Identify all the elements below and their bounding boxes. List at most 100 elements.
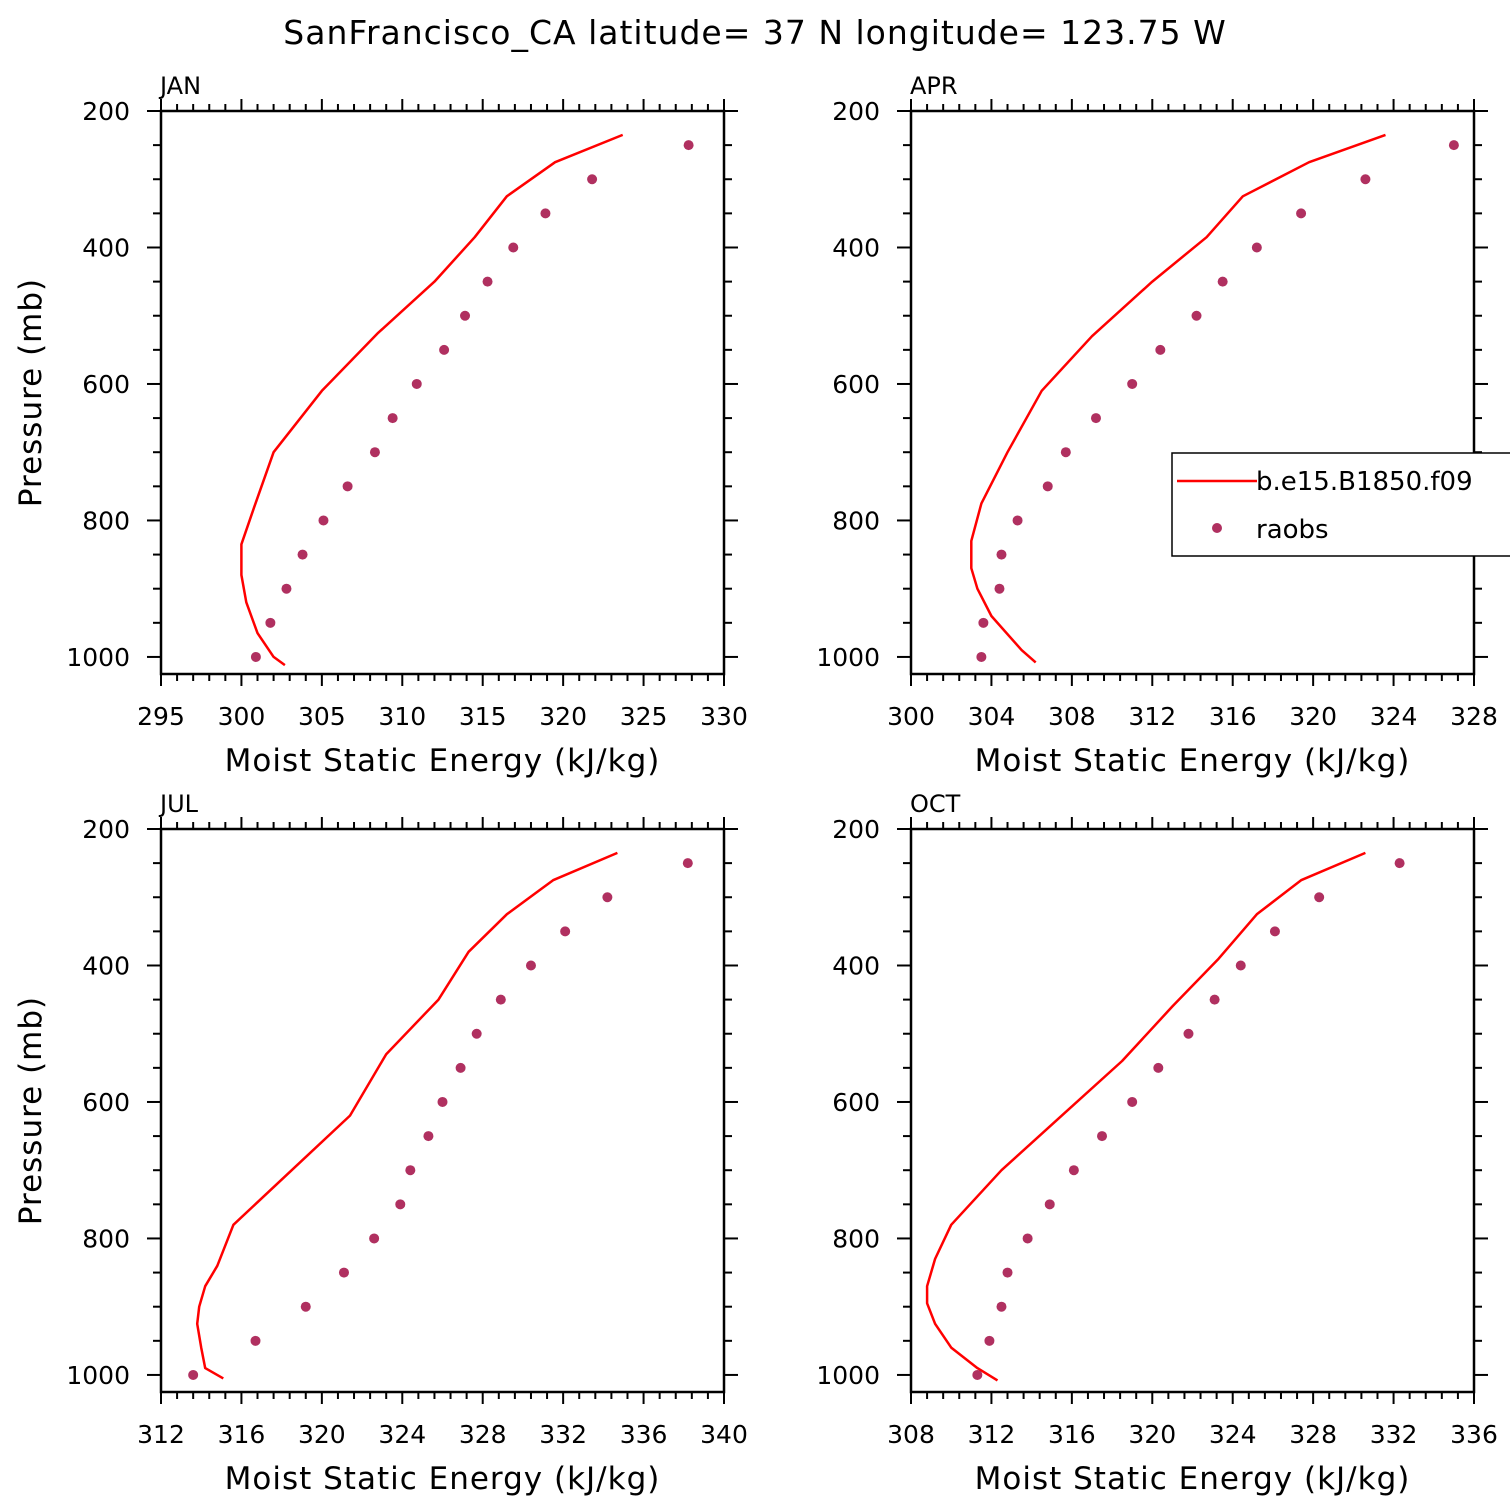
obs-point bbox=[265, 617, 276, 628]
obs-point bbox=[318, 515, 329, 526]
y-tick-label: 800 bbox=[832, 506, 880, 535]
x-tick-label: 320 bbox=[1289, 702, 1337, 731]
y-tick-label: 1000 bbox=[66, 643, 130, 672]
obs-point bbox=[495, 994, 506, 1005]
obs-point bbox=[1060, 447, 1071, 458]
obs-point bbox=[1217, 276, 1228, 287]
x-tick-label: 320 bbox=[298, 1420, 346, 1449]
obs-point bbox=[1012, 515, 1023, 526]
y-tick-label: 200 bbox=[82, 97, 130, 126]
obs-point bbox=[439, 344, 450, 355]
x-tick-label: 312 bbox=[1128, 702, 1176, 731]
x-tick-label: 325 bbox=[620, 702, 668, 731]
obs-point bbox=[525, 960, 536, 971]
x-tick-label: 308 bbox=[887, 1420, 935, 1449]
obs-point bbox=[460, 310, 471, 321]
x-tick-label: 316 bbox=[1048, 1420, 1096, 1449]
x-tick-label: 315 bbox=[459, 702, 507, 731]
obs-point bbox=[683, 140, 694, 151]
x-tick-label: 330 bbox=[700, 702, 748, 731]
x-tick-label: 340 bbox=[700, 1420, 748, 1449]
obs-point bbox=[1002, 1267, 1013, 1278]
obs-point bbox=[1153, 1062, 1164, 1073]
obs-point bbox=[423, 1131, 434, 1142]
panels: 295 300 305 310 315 320 325 330 200 400 600 800 1000… bbox=[13, 72, 1498, 1497]
y-tick-label: 600 bbox=[82, 370, 130, 399]
panel-jan: 295 300 305 310 315 320 325 330 200 400 600 800 1000… bbox=[13, 72, 748, 779]
obs-point bbox=[602, 892, 613, 903]
y-tick-label: 1000 bbox=[816, 643, 880, 672]
obs-point bbox=[1235, 960, 1246, 971]
obs-point bbox=[342, 481, 353, 492]
legend-obs-label: raobs bbox=[1256, 515, 1329, 545]
x-tick-label: 305 bbox=[298, 702, 346, 731]
figure-title: SanFrancisco_CA latitude= 37 N longitude… bbox=[283, 13, 1226, 52]
obs-point bbox=[482, 276, 493, 287]
model-line bbox=[925, 851, 1366, 1382]
obs-point bbox=[1090, 413, 1101, 424]
obs-point bbox=[471, 1028, 482, 1039]
model-line bbox=[970, 133, 1386, 664]
obs-point bbox=[387, 413, 398, 424]
obs-point bbox=[1068, 1165, 1079, 1176]
plot-frame bbox=[159, 109, 726, 676]
obs-point bbox=[250, 651, 261, 662]
obs-point bbox=[1155, 344, 1166, 355]
obs-point bbox=[188, 1369, 199, 1380]
obs-point bbox=[1097, 1131, 1108, 1142]
model-line bbox=[240, 133, 624, 667]
model-line bbox=[195, 851, 618, 1380]
obs-point bbox=[1183, 1028, 1194, 1039]
obs-point bbox=[682, 858, 693, 869]
y-tick-label: 800 bbox=[82, 1224, 130, 1253]
obs-point bbox=[976, 651, 987, 662]
y-tick-label: 1000 bbox=[816, 1361, 880, 1390]
x-tick-label: 336 bbox=[1450, 1420, 1498, 1449]
obs-point bbox=[300, 1301, 311, 1312]
panel-label: JAN bbox=[158, 72, 201, 100]
x-axis-title: Moist Static Energy (kJ/kg) bbox=[975, 743, 1411, 779]
y-tick-label: 200 bbox=[82, 815, 130, 844]
x-tick-label: 310 bbox=[378, 702, 426, 731]
y-tick-label: 600 bbox=[82, 1088, 130, 1117]
y-tick-label: 1000 bbox=[66, 1361, 130, 1390]
obs-point bbox=[1044, 1199, 1055, 1210]
obs-point bbox=[994, 583, 1005, 594]
obs-point bbox=[369, 447, 380, 458]
x-tick-label: 328 bbox=[1289, 1420, 1337, 1449]
obs-point bbox=[560, 926, 571, 937]
obs-point bbox=[1314, 892, 1325, 903]
obs-point bbox=[411, 378, 422, 389]
obs-point bbox=[1209, 994, 1220, 1005]
x-tick-label: 316 bbox=[1209, 702, 1257, 731]
legend-box bbox=[1171, 452, 1510, 557]
y-tick-label: 400 bbox=[832, 951, 880, 980]
x-tick-label: 316 bbox=[218, 1420, 266, 1449]
x-tick-label: 295 bbox=[137, 702, 185, 731]
legend-obs-marker bbox=[1212, 523, 1222, 533]
plot-frame bbox=[909, 109, 1476, 676]
obs-point bbox=[1251, 242, 1262, 253]
obs-point bbox=[1448, 140, 1459, 151]
obs-point bbox=[978, 617, 989, 628]
obs-point bbox=[1269, 926, 1280, 937]
x-tick-label: 320 bbox=[539, 702, 587, 731]
y-tick-label: 200 bbox=[832, 97, 880, 126]
x-tick-label: 308 bbox=[1048, 702, 1096, 731]
x-axis-title: Moist Static Energy (kJ/kg) bbox=[225, 743, 661, 779]
x-tick-label: 336 bbox=[620, 1420, 668, 1449]
obs-point bbox=[996, 549, 1007, 560]
x-axis-title: Moist Static Energy (kJ/kg) bbox=[975, 1461, 1411, 1497]
obs-point bbox=[1022, 1233, 1033, 1244]
obs-point bbox=[1127, 1096, 1138, 1107]
obs-point bbox=[395, 1199, 406, 1210]
x-tick-label: 324 bbox=[1370, 702, 1418, 731]
plot-frame bbox=[159, 827, 726, 1394]
panel-oct: 308 312 316 320 324 328 332 336 200 400 600 800 1000… bbox=[816, 790, 1497, 1497]
x-tick-label: 300 bbox=[887, 702, 935, 731]
legend-model-label: b.e15.B1850.f09 bbox=[1256, 467, 1473, 497]
x-tick-label: 324 bbox=[1209, 1420, 1257, 1449]
y-tick-label: 400 bbox=[82, 951, 130, 980]
y-axis-title: Pressure (mb) bbox=[13, 278, 49, 507]
panel-label: OCT bbox=[910, 790, 961, 818]
